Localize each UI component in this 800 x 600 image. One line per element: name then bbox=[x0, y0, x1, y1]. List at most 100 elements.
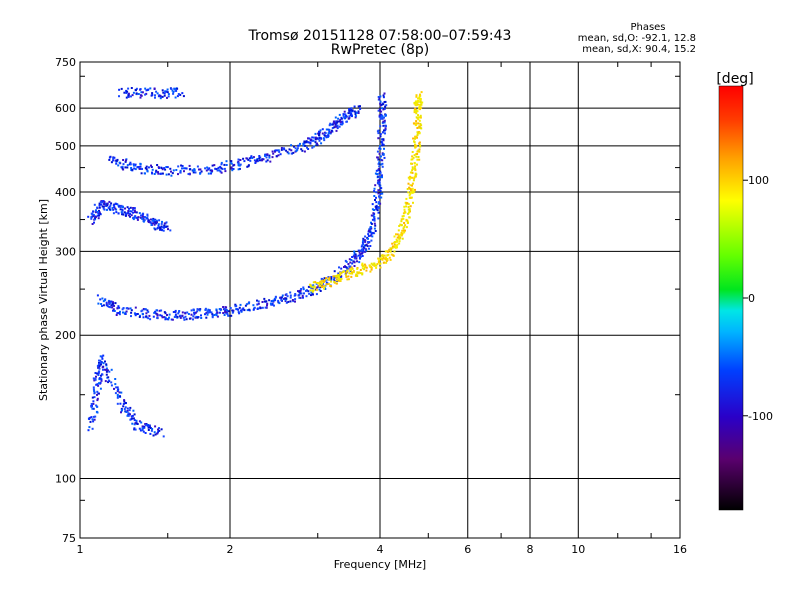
scatter-point bbox=[206, 166, 209, 169]
scatter-point bbox=[132, 417, 135, 420]
scatter-point bbox=[142, 430, 145, 433]
scatter-point bbox=[161, 226, 164, 229]
scatter-point bbox=[112, 309, 114, 312]
scatter-point bbox=[419, 122, 422, 125]
x-tick-label: 6 bbox=[464, 543, 471, 556]
scatter-point bbox=[125, 158, 128, 161]
scatter-point bbox=[373, 218, 376, 220]
scatter-point bbox=[273, 304, 275, 307]
scatter-point bbox=[112, 212, 115, 215]
scatter-point bbox=[193, 168, 196, 171]
scatter-point bbox=[115, 162, 118, 165]
scatter-point bbox=[195, 315, 198, 318]
scatter-point bbox=[311, 286, 314, 289]
scatter-point bbox=[384, 100, 387, 103]
scatter-point bbox=[232, 309, 235, 312]
scatter-point bbox=[325, 281, 328, 284]
y-tick-label: 750 bbox=[55, 56, 76, 69]
scatter-point bbox=[113, 206, 116, 209]
scatter-point bbox=[174, 89, 177, 92]
scatter-point bbox=[330, 129, 333, 132]
scatter-point bbox=[365, 266, 368, 269]
scatter-point bbox=[414, 107, 417, 110]
scatter-point bbox=[297, 290, 299, 293]
y-tick-labels: 75 100 200 300 400 500 600 750 bbox=[55, 56, 76, 545]
scatter-point bbox=[363, 239, 366, 242]
scatter-point bbox=[339, 118, 342, 121]
scatter-point bbox=[319, 290, 322, 292]
scatter-point bbox=[402, 217, 405, 220]
scatter-point bbox=[314, 141, 317, 144]
scatter-point bbox=[254, 160, 257, 163]
scatter-point bbox=[172, 91, 175, 93]
scatter-point bbox=[396, 240, 398, 243]
scatter-point bbox=[245, 157, 248, 160]
scatter-point bbox=[105, 202, 107, 205]
scatter-point bbox=[294, 300, 296, 303]
scatter-point bbox=[286, 295, 289, 298]
scatter-point bbox=[297, 144, 299, 147]
scatter-point bbox=[406, 188, 409, 190]
scatter-point bbox=[397, 229, 400, 232]
scatter-point bbox=[157, 431, 159, 434]
scatter-point bbox=[356, 260, 358, 263]
scatter-point bbox=[188, 164, 191, 167]
scatter-point bbox=[271, 150, 274, 153]
scatter-point bbox=[412, 156, 415, 159]
scatter-point bbox=[382, 108, 385, 111]
scatter-point bbox=[155, 90, 158, 93]
scatter-point bbox=[323, 134, 326, 137]
scatter-point bbox=[215, 314, 218, 317]
scatter-point bbox=[127, 92, 130, 95]
scatter-point bbox=[96, 405, 98, 408]
scatter-point bbox=[124, 212, 127, 215]
scatter-point bbox=[141, 215, 144, 218]
scatter-point bbox=[134, 211, 137, 214]
scatter-point bbox=[271, 300, 274, 302]
scatter-point bbox=[330, 285, 333, 288]
scatter-point bbox=[418, 150, 421, 153]
scatter-point bbox=[150, 166, 153, 168]
scatter-point bbox=[378, 115, 381, 118]
scatter-point bbox=[411, 191, 414, 193]
scatter-point bbox=[169, 229, 172, 232]
scatter-point bbox=[344, 265, 346, 268]
scatter-point bbox=[420, 103, 423, 106]
scatter-point bbox=[114, 378, 117, 380]
scatter-point bbox=[99, 355, 102, 358]
scatter-point bbox=[377, 217, 380, 220]
scatter-point bbox=[372, 214, 375, 217]
scatter-point bbox=[154, 433, 157, 436]
scatter-point bbox=[126, 407, 129, 410]
scatter-point bbox=[290, 149, 293, 152]
scatter-point bbox=[103, 201, 106, 204]
scatter-point bbox=[105, 363, 108, 366]
scatter-point bbox=[165, 90, 168, 93]
scatter-point bbox=[96, 206, 99, 209]
scatter-point bbox=[143, 219, 146, 222]
scatter-point bbox=[238, 312, 241, 315]
scatter-point bbox=[395, 233, 397, 236]
scatter-point bbox=[414, 169, 417, 172]
scatter-point bbox=[99, 359, 102, 362]
scatter-point bbox=[379, 125, 382, 128]
scatter-point bbox=[132, 217, 135, 219]
scatter-point bbox=[328, 278, 331, 281]
scatter-point bbox=[112, 301, 114, 304]
scatter-point bbox=[379, 170, 382, 173]
scatter-point bbox=[96, 365, 99, 367]
scatter-point bbox=[166, 318, 169, 321]
scatter-point bbox=[391, 242, 394, 245]
scatter-point bbox=[139, 429, 142, 432]
scatter-point bbox=[319, 137, 322, 140]
scatter-point bbox=[302, 286, 305, 289]
scatter-point bbox=[170, 174, 173, 177]
scatter-point bbox=[351, 271, 353, 274]
scatter-point bbox=[196, 308, 199, 311]
scatter-point bbox=[144, 167, 147, 170]
scatter-point bbox=[120, 391, 123, 394]
scatter-point bbox=[365, 269, 368, 272]
scatter-point bbox=[383, 121, 386, 124]
scatter-point bbox=[136, 218, 139, 221]
scatter-point bbox=[379, 171, 382, 174]
